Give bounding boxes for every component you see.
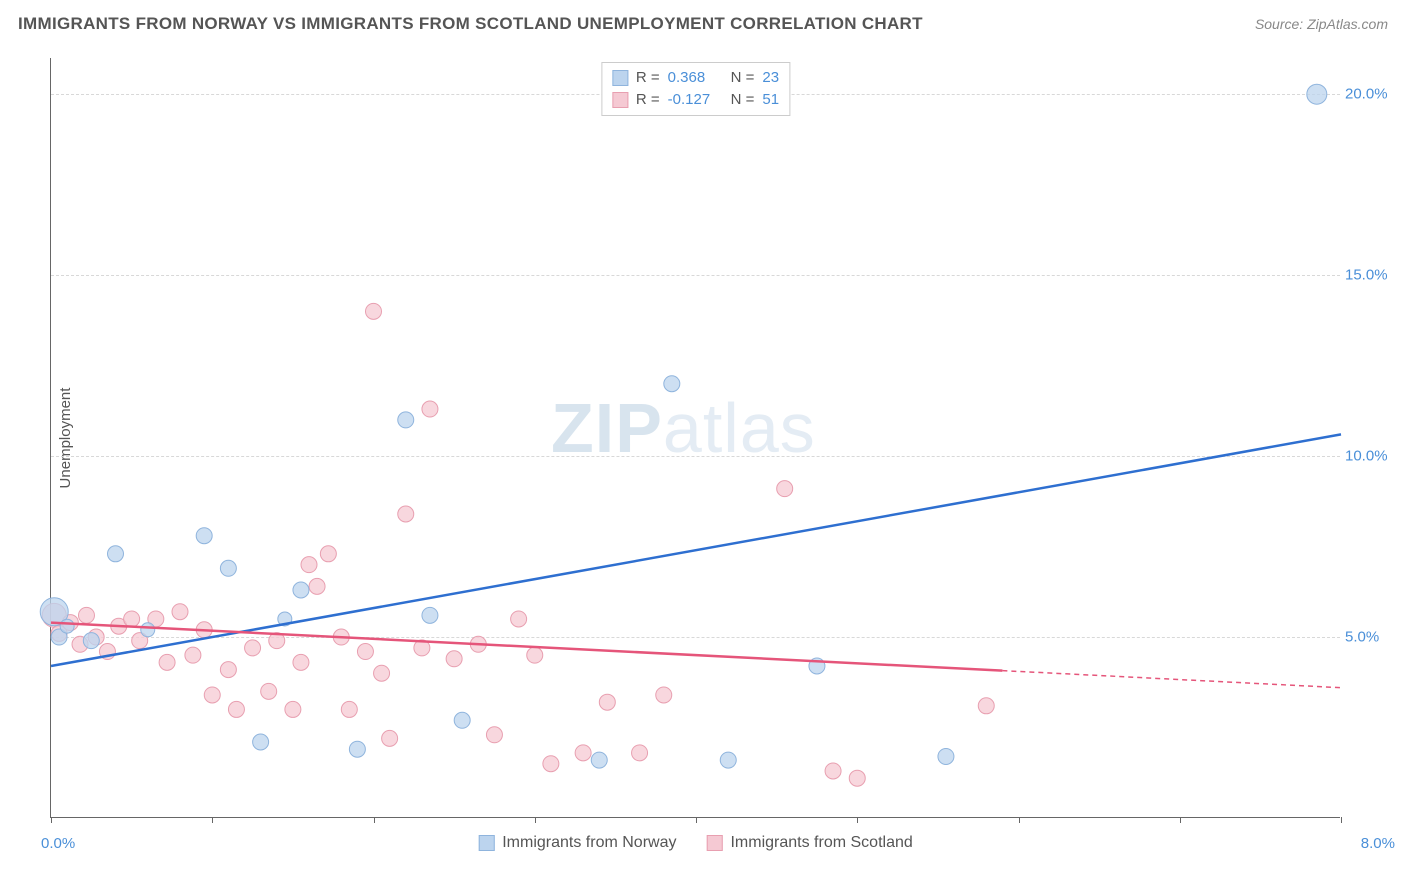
data-point-norway (664, 376, 680, 392)
data-point-scotland (159, 654, 175, 670)
chart-title: IMMIGRANTS FROM NORWAY VS IMMIGRANTS FRO… (18, 14, 923, 34)
data-point-norway (720, 752, 736, 768)
x-tick (696, 817, 697, 823)
chart-area: Unemployment ZIPatlas 5.0%10.0%15.0%20.0… (50, 58, 1340, 818)
data-point-norway (253, 734, 269, 750)
x-tick (1019, 817, 1020, 823)
data-point-norway (83, 633, 99, 649)
data-point-scotland (422, 401, 438, 417)
data-point-scotland (382, 730, 398, 746)
swatch-norway (612, 70, 628, 86)
swatch-scotland (706, 835, 722, 851)
n-label: N = (731, 67, 755, 89)
swatch-scotland (612, 92, 628, 108)
x-tick (374, 817, 375, 823)
n-label: N = (731, 89, 755, 111)
legend-row-scotland: R = -0.127 N = 51 (612, 89, 779, 111)
r-value-scotland: -0.127 (668, 89, 723, 111)
data-point-scotland (527, 647, 543, 663)
data-point-scotland (124, 611, 140, 627)
data-point-scotland (341, 701, 357, 717)
data-point-norway (141, 623, 155, 637)
data-point-scotland (575, 745, 591, 761)
data-point-norway (220, 560, 236, 576)
data-point-scotland (245, 640, 261, 656)
data-point-scotland (261, 683, 277, 699)
x-tick (51, 817, 52, 823)
trendline-scotland-extrapolated (1002, 671, 1341, 688)
scatter-svg (51, 58, 1340, 817)
legend-row-norway: R = 0.368 N = 23 (612, 67, 779, 89)
x-tick (535, 817, 536, 823)
data-point-scotland (228, 701, 244, 717)
data-point-scotland (204, 687, 220, 703)
data-point-scotland (632, 745, 648, 761)
data-point-scotland (357, 644, 373, 660)
data-point-norway (108, 546, 124, 562)
series-legend: Immigrants from Norway Immigrants from S… (478, 834, 913, 852)
correlation-legend: R = 0.368 N = 23 R = -0.127 N = 51 (601, 62, 790, 116)
data-point-scotland (366, 303, 382, 319)
data-point-norway (591, 752, 607, 768)
x-axis-max-label: 8.0% (1361, 835, 1395, 852)
y-tick-label: 15.0% (1345, 267, 1400, 284)
data-point-norway (422, 607, 438, 623)
data-point-scotland (185, 647, 201, 663)
legend-label-norway: Immigrants from Norway (502, 834, 676, 852)
x-tick (1180, 817, 1181, 823)
x-tick (1341, 817, 1342, 823)
y-tick-label: 10.0% (1345, 448, 1400, 465)
n-value-scotland: 51 (762, 89, 779, 111)
data-point-scotland (374, 665, 390, 681)
data-point-scotland (599, 694, 615, 710)
data-point-scotland (656, 687, 672, 703)
x-tick (857, 817, 858, 823)
data-point-norway (60, 619, 74, 633)
source-attribution: Source: ZipAtlas.com (1255, 16, 1388, 32)
data-point-scotland (220, 662, 236, 678)
x-axis-min-label: 0.0% (41, 835, 75, 852)
data-point-scotland (446, 651, 462, 667)
data-point-scotland (293, 654, 309, 670)
data-point-scotland (543, 756, 559, 772)
data-point-scotland (486, 727, 502, 743)
data-point-scotland (849, 770, 865, 786)
data-point-norway (349, 741, 365, 757)
plot-region: ZIPatlas 5.0%10.0%15.0%20.0% 0.0% 8.0% R… (50, 58, 1340, 818)
r-label: R = (636, 89, 660, 111)
data-point-norway (454, 712, 470, 728)
data-point-norway (1307, 84, 1327, 104)
x-tick (212, 817, 213, 823)
data-point-scotland (978, 698, 994, 714)
data-point-scotland (78, 607, 94, 623)
legend-item-norway: Immigrants from Norway (478, 834, 676, 852)
data-point-scotland (511, 611, 527, 627)
data-point-scotland (777, 481, 793, 497)
data-point-norway (293, 582, 309, 598)
n-value-norway: 23 (762, 67, 779, 89)
data-point-norway (938, 748, 954, 764)
data-point-scotland (825, 763, 841, 779)
data-point-scotland (285, 701, 301, 717)
data-point-scotland (172, 604, 188, 620)
data-point-scotland (320, 546, 336, 562)
r-value-norway: 0.368 (668, 67, 723, 89)
y-tick-label: 20.0% (1345, 86, 1400, 103)
swatch-norway (478, 835, 494, 851)
data-point-scotland (398, 506, 414, 522)
data-point-norway (398, 412, 414, 428)
legend-item-scotland: Immigrants from Scotland (706, 834, 912, 852)
data-point-scotland (309, 578, 325, 594)
r-label: R = (636, 67, 660, 89)
data-point-norway (196, 528, 212, 544)
y-tick-label: 5.0% (1345, 629, 1400, 646)
data-point-scotland (301, 557, 317, 573)
legend-label-scotland: Immigrants from Scotland (730, 834, 912, 852)
